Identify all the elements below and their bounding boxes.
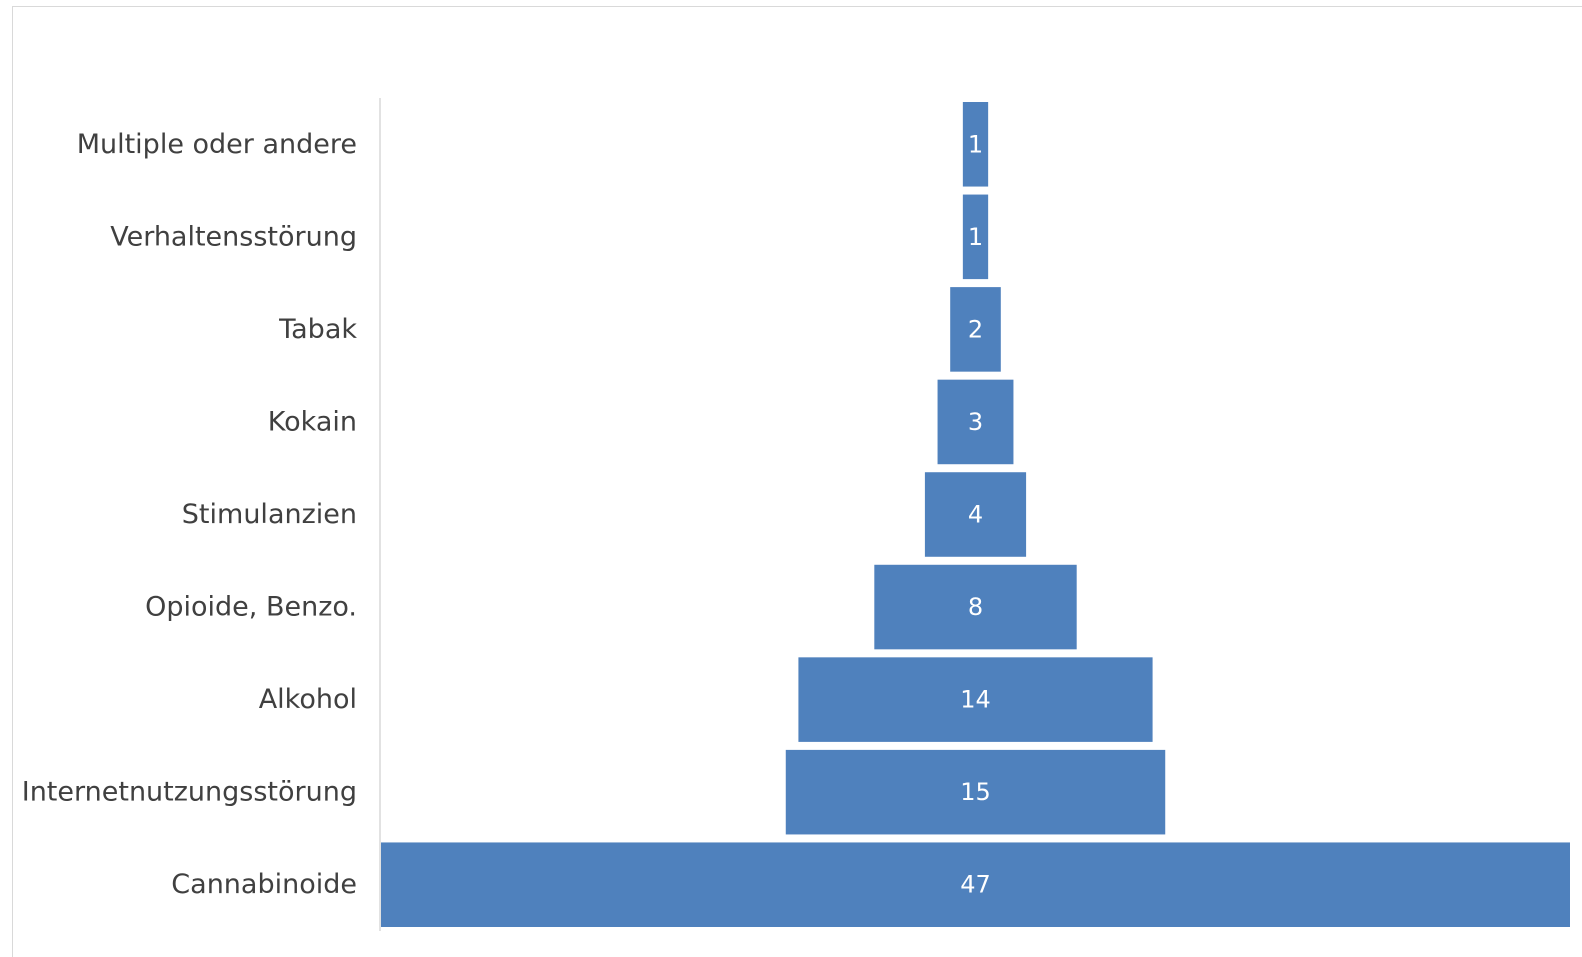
value-labels: 1 1 2 3 4 8 14 15 47 <box>960 130 991 898</box>
data-label: 3 <box>968 408 983 436</box>
data-label: 8 <box>968 593 983 621</box>
data-label: 1 <box>968 130 983 158</box>
bar <box>962 194 989 280</box>
bar <box>874 564 1077 650</box>
bar <box>937 379 1014 465</box>
data-label: 15 <box>960 778 991 806</box>
category-label: Alkohol <box>259 684 357 715</box>
category-label: Internetnutzungsstörung <box>22 777 357 808</box>
bars-group <box>381 102 1570 927</box>
chart-frame <box>12 6 1582 957</box>
category-label: Kokain <box>268 406 357 437</box>
category-label: Stimulanzien <box>182 499 357 530</box>
bar <box>785 749 1166 835</box>
bar <box>798 657 1153 742</box>
category-label: Tabak <box>278 314 357 345</box>
data-label: 14 <box>960 686 991 714</box>
bar <box>381 842 1570 927</box>
data-label: 2 <box>968 315 983 343</box>
bar <box>950 287 1001 372</box>
data-label: 47 <box>960 871 991 899</box>
category-labels: Multiple oder andere Verhaltensstörung Tab… <box>22 129 358 900</box>
data-label: 1 <box>968 223 983 251</box>
category-label: Cannabinoide <box>171 869 357 900</box>
category-label: Verhaltensstörung <box>110 221 357 252</box>
category-label: Multiple oder andere <box>77 129 357 160</box>
bar <box>924 472 1027 557</box>
category-label: Opioide, Benzo. <box>145 592 357 623</box>
bar <box>962 102 989 187</box>
data-label: 4 <box>968 501 983 529</box>
